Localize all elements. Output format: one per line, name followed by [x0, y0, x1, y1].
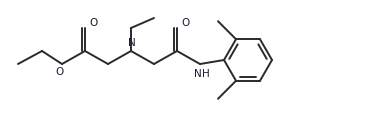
- Text: N: N: [128, 38, 136, 48]
- Text: H: H: [202, 69, 210, 79]
- Text: N: N: [194, 69, 202, 79]
- Text: O: O: [55, 67, 63, 77]
- Text: O: O: [89, 18, 97, 28]
- Text: O: O: [181, 18, 189, 28]
